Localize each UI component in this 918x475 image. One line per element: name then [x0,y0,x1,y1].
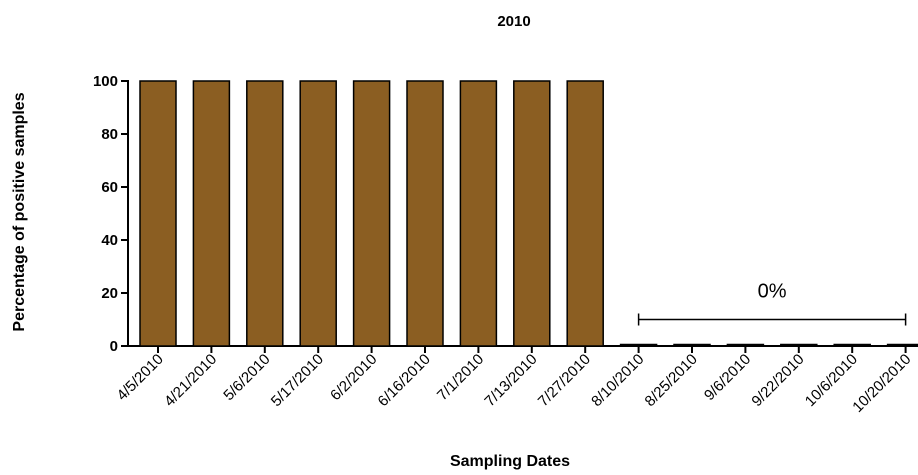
x-tick-label: 9/6/2010 [701,351,754,404]
bar [886,343,918,347]
x-tick-label: 9/22/2010 [748,351,807,410]
y-tick-label: 20 [101,285,118,302]
x-tick-label: 10/20/2010 [849,351,914,416]
bar [459,80,498,347]
bar [833,343,871,347]
x-tick-label: 8/10/2010 [588,351,647,410]
y-tick-label: 80 [101,126,118,143]
x-tick-label: 7/1/2010 [434,351,487,404]
x-axis-label: Sampling Dates [450,453,570,470]
bar [513,80,551,347]
x-tick-label: 7/13/2010 [481,351,540,410]
x-tick-label: 6/16/2010 [375,351,434,410]
x-tick-label: 5/17/2010 [268,351,327,410]
bar [673,343,711,347]
bar [352,80,391,347]
y-tick-label: 60 [101,179,118,196]
x-tick-label: 6/2/2010 [327,351,380,404]
bar [780,343,818,347]
x-tick-label: 7/27/2010 [535,351,594,410]
annotation-label: 0% [758,281,787,303]
y-tick-label: 0 [110,338,118,355]
bar [246,80,284,347]
y-axis-label: Percentage of positive samples [11,92,28,331]
y-tick-label: 100 [93,73,118,90]
chart-title: 2010 [497,13,530,30]
x-tick-label: 8/25/2010 [642,351,701,410]
bar [566,80,604,347]
bar [619,343,658,347]
x-tick-label: 4/21/2010 [161,351,220,410]
bar [139,80,177,347]
x-tick-label: 4/5/2010 [114,351,167,404]
y-tick-label: 40 [101,232,118,249]
x-tick-label: 5/6/2010 [220,351,273,404]
bar [726,343,765,347]
bar [406,80,444,347]
bar [299,80,337,347]
bar [192,80,231,347]
